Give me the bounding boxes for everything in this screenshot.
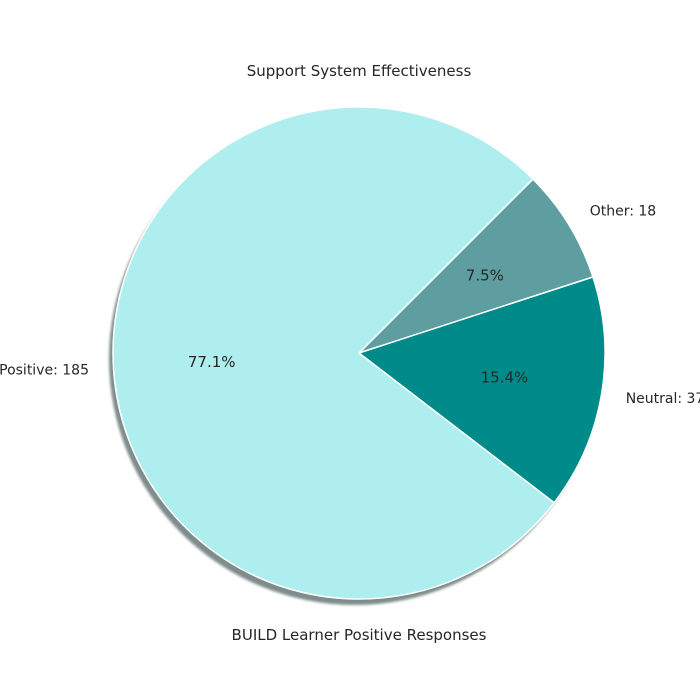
slice-label-other: Other: 18 <box>590 204 657 220</box>
x-axis-label: BUILD Learner Positive Responses <box>232 626 487 644</box>
slice-label-neutral: Neutral: 37 <box>626 391 700 407</box>
pct-label-other: 7.5% <box>466 266 504 284</box>
pie-slice-neutral <box>358 276 606 504</box>
slice-label-positive: Positive: 185 <box>0 363 89 379</box>
pie-slices <box>112 106 606 600</box>
chart-title: Support System Effectiveness <box>247 62 472 80</box>
pie-labels: Other: 18 7.5% Neutral: 37 15.4% Positive: 1… <box>0 204 700 407</box>
pct-label-neutral: 15.4% <box>481 368 529 386</box>
pct-label-positive: 77.1% <box>188 353 236 371</box>
pie-slice-positive <box>112 106 555 600</box>
pie-slice-other <box>358 178 594 354</box>
